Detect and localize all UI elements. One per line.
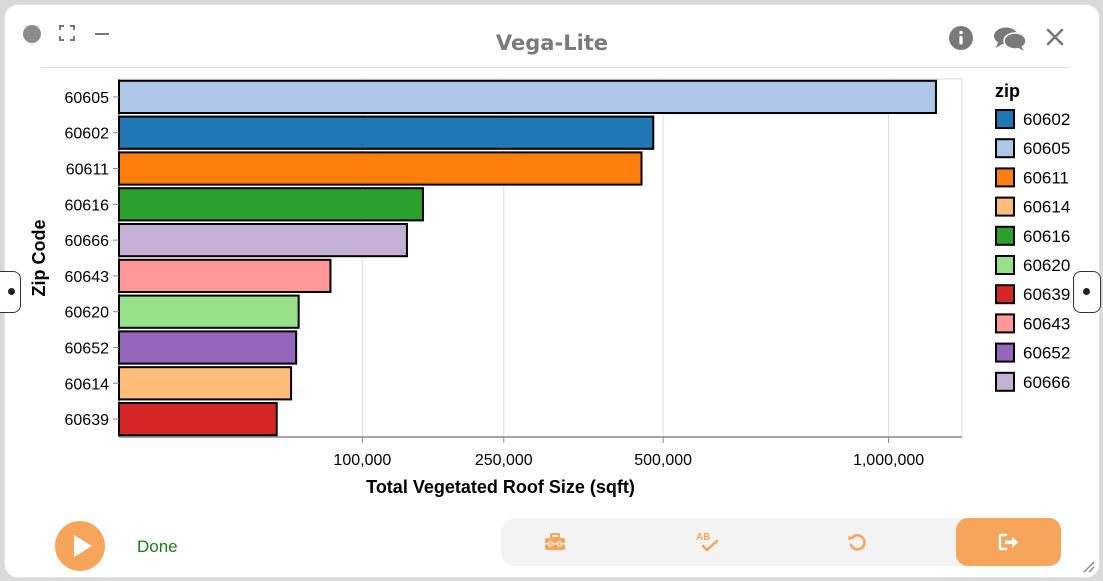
- legend-label: 60611: [1023, 168, 1069, 187]
- bar-chart: 100,000 250,000 500,000 1,000,000 60605 60602…: [29, 78, 1070, 497]
- legend-label: 60605: [1023, 139, 1070, 158]
- bar: [118, 222, 408, 258]
- chat-icon[interactable]: [993, 26, 1027, 52]
- legend-swatch: [995, 255, 1015, 275]
- y-tick-label: 60652: [65, 341, 110, 358]
- legend-swatch: [995, 371, 1015, 392]
- y-tick-label: 60611: [66, 162, 109, 179]
- window-title: Vega-Lite: [495, 31, 609, 55]
- left-resize-handle[interactable]: [0, 271, 21, 313]
- legend-swatch: [995, 284, 1015, 305]
- bar: [118, 401, 278, 437]
- bar: [118, 187, 424, 222]
- y-tick-label: 60639: [65, 412, 110, 429]
- bar: [118, 151, 643, 186]
- y-tick-label: 60605: [65, 90, 110, 107]
- minimize-icon[interactable]: [95, 33, 109, 35]
- legend-label: 60652: [1023, 344, 1070, 363]
- y-tick-label: 60616: [65, 197, 110, 214]
- legend-swatch: [995, 109, 1015, 129]
- y-tick-label: 60643: [65, 269, 110, 286]
- spellcheck-button[interactable]: AB: [687, 518, 727, 566]
- x-tick-label: 500,000: [634, 452, 692, 469]
- legend-swatch: [995, 138, 1015, 159]
- play-button[interactable]: [55, 521, 105, 571]
- bar: [118, 294, 300, 329]
- x-tick-label: 1,000,000: [853, 452, 924, 469]
- legend-label: 60639: [1023, 285, 1070, 304]
- resize-grip-icon[interactable]: [1083, 561, 1095, 573]
- x-tick-label: 250,000: [475, 452, 533, 469]
- legend-label: 60602: [1023, 110, 1070, 129]
- info-icon[interactable]: [949, 26, 973, 50]
- bottom-bar: Done AB: [5, 513, 1099, 577]
- tool-group: AB: [501, 518, 1061, 566]
- title-bar: Vega-Lite: [5, 5, 1099, 71]
- legend-label: 60666: [1023, 373, 1070, 392]
- legend-swatch: [995, 167, 1015, 188]
- x-axis-title: Total Vegetated Roof Size (sqft): [366, 477, 635, 497]
- legend-title: zip: [995, 81, 1020, 101]
- vega-lite-window: Vega-Lite 100,000 250,000 500,000 1,000,000…: [0, 4, 1101, 578]
- right-resize-handle[interactable]: [1073, 271, 1101, 313]
- close-icon[interactable]: [1045, 27, 1065, 47]
- expand-icon[interactable]: [59, 25, 75, 41]
- legend-swatch: [995, 225, 1015, 246]
- title-divider: [41, 67, 1069, 68]
- bar: [118, 366, 293, 401]
- y-axis-title: Zip Code: [29, 220, 49, 297]
- legend-swatch: [995, 313, 1015, 334]
- spellcheck-icon: AB: [696, 532, 719, 552]
- legend-swatch: [995, 342, 1015, 363]
- toolbox-icon: [545, 533, 565, 550]
- legend-label: 60620: [1023, 256, 1070, 275]
- toolbox-button[interactable]: [535, 518, 575, 566]
- undo-button[interactable]: [837, 518, 877, 566]
- y-tick-label: 60620: [65, 305, 110, 322]
- bar: [118, 115, 655, 150]
- bar: [118, 258, 332, 294]
- status-text: Done: [137, 537, 178, 556]
- exit-icon: [998, 533, 1018, 551]
- legend-swatch: [995, 196, 1015, 217]
- exit-button[interactable]: [956, 518, 1061, 566]
- svg-text:AB: AB: [696, 532, 710, 543]
- bar: [118, 79, 937, 115]
- legend-label: 60616: [1023, 227, 1070, 246]
- undo-icon: [848, 534, 866, 551]
- x-tick-label: 100,000: [333, 452, 391, 469]
- dot-icon[interactable]: [23, 25, 41, 43]
- legend-label: 60614: [1023, 198, 1070, 217]
- y-tick-label: 60614: [65, 376, 110, 393]
- bar: [118, 330, 298, 365]
- y-tick-label: 60602: [65, 126, 110, 143]
- y-tick-label: 60666: [65, 233, 110, 250]
- legend-label: 60643: [1023, 314, 1070, 333]
